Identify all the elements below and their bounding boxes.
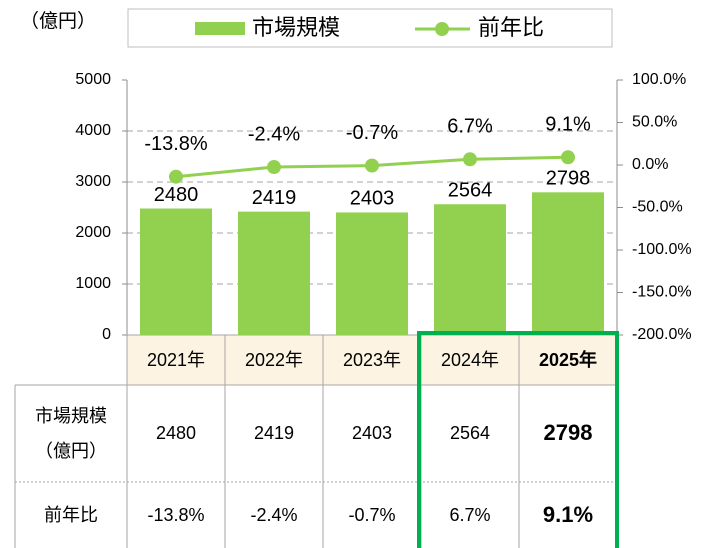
y2-tick-label: -150.0% — [632, 284, 692, 301]
bar — [140, 208, 212, 335]
line-label: -0.7% — [346, 122, 398, 144]
row-label: （億円） — [35, 441, 107, 461]
table-value: 2480 — [156, 423, 196, 443]
legend-swatch — [195, 22, 245, 35]
y-tick-label: 1000 — [75, 275, 111, 292]
table-value: 2798 — [544, 420, 593, 445]
bar — [238, 211, 310, 335]
bar — [336, 212, 408, 335]
x-tick-label: 2025年 — [539, 349, 597, 370]
y-axis-label: （億円） — [20, 10, 96, 32]
x-tick-label: 2024年 — [441, 350, 499, 370]
table-value: 2419 — [254, 423, 294, 443]
line-label: 9.1% — [545, 114, 591, 136]
y-tick-label: 4000 — [75, 122, 111, 139]
line-label: 6.7% — [447, 116, 493, 138]
table-value: -2.4% — [250, 505, 297, 525]
y-tick-label: 3000 — [75, 173, 111, 190]
y2-tick-label: -200.0% — [632, 326, 692, 343]
table-value: 2403 — [352, 423, 392, 443]
y2-tick-label: -100.0% — [632, 241, 692, 258]
line-marker — [463, 152, 477, 167]
y-tick-label: 5000 — [75, 71, 111, 88]
x-tick-label: 2021年 — [147, 350, 205, 370]
table-value: 9.1% — [543, 502, 593, 527]
line-marker — [267, 160, 281, 175]
y-tick-label: 2000 — [75, 224, 111, 241]
highlight-box — [417, 331, 619, 548]
y2-tick-label: 50.0% — [632, 114, 677, 131]
line-label: -2.4% — [248, 123, 300, 145]
y2-tick-label: -50.0% — [632, 199, 683, 216]
x-tick-label: 2023年 — [343, 350, 401, 370]
table-header-cell — [420, 334, 520, 386]
bar — [434, 204, 506, 335]
line-label: -13.8% — [144, 133, 208, 155]
legend-label: 前年比 — [478, 15, 544, 40]
bar-label: 2564 — [448, 180, 493, 202]
y2-tick-label: 100.0% — [632, 71, 686, 88]
table-header-cell — [322, 334, 422, 386]
line-marker — [561, 150, 575, 165]
line-marker — [365, 158, 379, 173]
x-tick-label: 2022年 — [245, 350, 303, 370]
line-marker — [169, 169, 183, 184]
table-header-cell — [224, 334, 324, 386]
row-label: 市場規模 — [35, 406, 107, 426]
bar-label: 2798 — [546, 168, 591, 190]
table-value: 2564 — [450, 423, 490, 443]
table-value: -0.7% — [348, 505, 395, 525]
y-tick-label: 0 — [102, 326, 111, 343]
legend-label: 市場規模 — [252, 15, 340, 40]
bar-label: 2419 — [252, 187, 297, 209]
bar-label: 2403 — [350, 188, 395, 210]
row-label: 前年比 — [44, 505, 98, 525]
table-value: -13.8% — [147, 505, 204, 525]
table-value: 6.7% — [449, 505, 490, 525]
legend-marker — [435, 22, 449, 36]
bar-label: 2480 — [154, 184, 199, 206]
y2-tick-label: 0.0% — [632, 156, 668, 173]
bar — [532, 192, 604, 335]
